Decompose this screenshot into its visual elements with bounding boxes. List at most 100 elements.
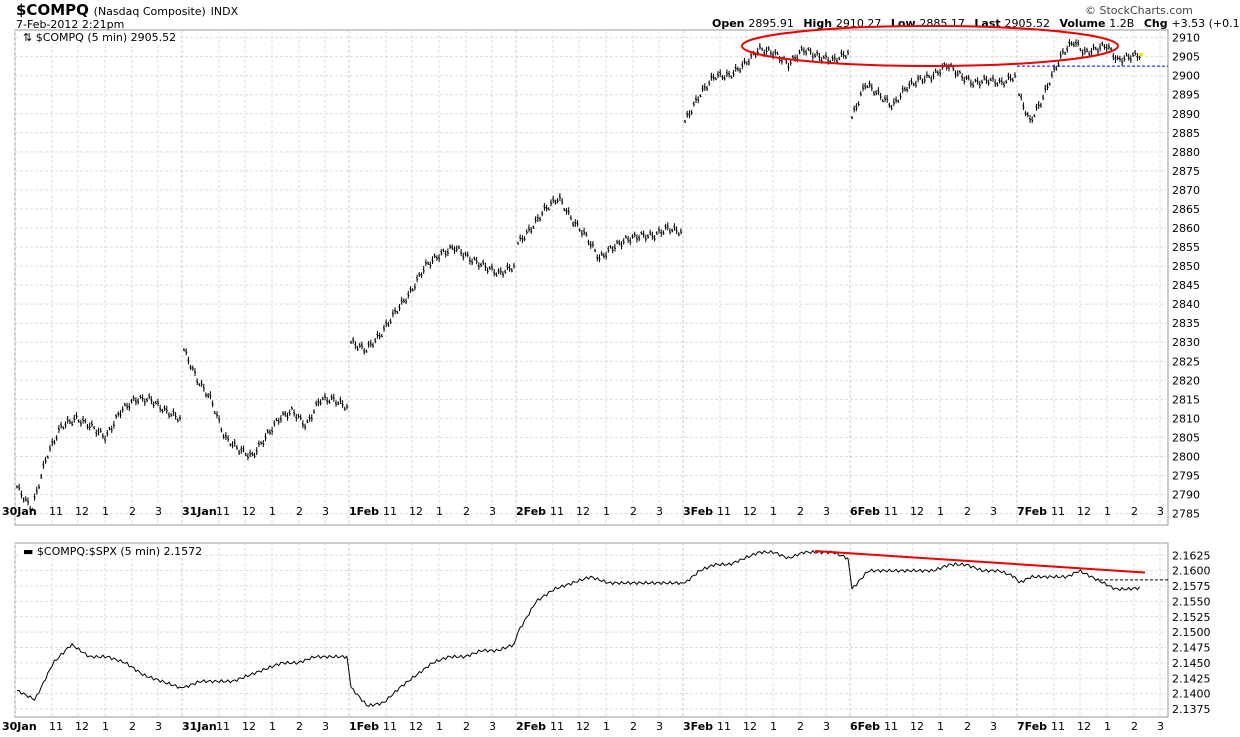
y-tick-label: 2815	[1172, 393, 1200, 406]
x-hour-label: 3	[1157, 720, 1164, 733]
price-bars-1Feb	[350, 244, 515, 355]
y-tick-label: 2845	[1172, 279, 1200, 292]
x-hour-label: 1	[770, 505, 777, 518]
last-price-marker	[1139, 52, 1143, 57]
stat-label: Volume	[1059, 17, 1110, 30]
x-hour-label: 12	[743, 720, 757, 733]
x-hour-label: 11	[383, 720, 397, 733]
x-hour-label: 3	[990, 505, 997, 518]
y-tick-label: 2905	[1172, 51, 1200, 64]
panel-frame	[14, 29, 1169, 526]
x-hour-label: 1	[603, 505, 610, 518]
x-hour-label: 2	[964, 505, 971, 518]
x-hour-label: 3	[155, 505, 162, 518]
x-hour-label: 3	[823, 505, 830, 518]
x-hour-label: 12	[409, 720, 423, 733]
price-bars-30Jan	[16, 393, 181, 513]
price-bars-2Feb	[517, 193, 682, 263]
x-hour-label: 12	[75, 505, 89, 518]
x-hour-label: 1	[436, 505, 443, 518]
chart-datetime: 7-Feb-2012 2:21pm	[16, 18, 125, 31]
x-hour-label: 1	[937, 720, 944, 733]
ratio-line-31Jan	[183, 654, 348, 689]
price-bars-31Jan	[183, 348, 348, 461]
x-hour-label: 2	[964, 720, 971, 733]
ratio-line-2Feb	[517, 575, 682, 633]
y-tick-label: 2800	[1172, 450, 1200, 463]
panel2-legend: ▬ $COMPQ:$SPX (5 min) 2.1572	[20, 545, 206, 558]
x-hour-label: 11	[49, 720, 63, 733]
copyright: © StockCharts.com	[1085, 4, 1193, 17]
x-day-label: 2Feb	[516, 720, 546, 733]
x-hour-label: 12	[409, 505, 423, 518]
x-hour-label: 12	[576, 505, 590, 518]
x-hour-label: 11	[550, 720, 564, 733]
x-hour-label: 1	[102, 720, 109, 733]
x-hour-label: 1	[770, 720, 777, 733]
ratio-line-gap	[513, 631, 519, 645]
y-tick-label: 2.1400	[1172, 688, 1211, 701]
ratio-line-3Feb	[684, 549, 849, 584]
x-hour-label: 3	[656, 505, 663, 518]
x-day-label: 3Feb	[683, 505, 713, 518]
x-hour-label: 11	[216, 720, 230, 733]
annotation-ellipse	[741, 25, 1119, 67]
y-tick-label: 2.1525	[1172, 611, 1211, 624]
y-tick-label: 2875	[1172, 165, 1200, 178]
x-hour-label: 1	[436, 720, 443, 733]
x-hour-label: 2	[463, 505, 470, 518]
y-tick-label: 2850	[1172, 260, 1200, 273]
y-tick-label: 2825	[1172, 355, 1200, 368]
y-tick-label: 2810	[1172, 412, 1200, 425]
x-hour-label: 3	[489, 505, 496, 518]
y-tick-label: 2.1425	[1172, 672, 1211, 685]
panel-frame	[14, 542, 1169, 718]
stat-value: 2905.52	[1004, 17, 1054, 30]
y-tick-label: 2790	[1172, 489, 1200, 502]
price-bars-7Feb	[1018, 39, 1141, 124]
y-tick-label: 2.1550	[1172, 595, 1211, 608]
x-hour-label: 11	[1051, 720, 1065, 733]
x-hour-label: 12	[576, 720, 590, 733]
x-hour-label: 12	[1077, 505, 1091, 518]
x-hour-label: 11	[884, 720, 898, 733]
x-hour-label: 2	[129, 505, 136, 518]
y-tick-label: 2860	[1172, 222, 1200, 235]
x-hour-label: 12	[242, 720, 256, 733]
x-day-label: 1Feb	[349, 505, 379, 518]
y-tick-label: 2840	[1172, 298, 1200, 311]
y-tick-label: 2870	[1172, 184, 1200, 197]
stat-value: +3.53 (+0.12%)	[1171, 17, 1240, 30]
x-day-label: 30Jan	[2, 505, 37, 518]
stat-label: High	[803, 17, 836, 30]
y-tick-label: 2880	[1172, 146, 1200, 159]
x-hour-label: 1	[1104, 505, 1111, 518]
ratio-line-7Feb	[1018, 568, 1140, 592]
x-hour-label: 2	[797, 720, 804, 733]
x-day-label: 31Jan	[182, 720, 217, 733]
stat-label: Open	[712, 17, 749, 30]
x-hour-label: 2	[296, 505, 303, 518]
y-tick-label: 2795	[1172, 470, 1200, 483]
ratio-line-6Feb	[851, 562, 1016, 590]
panel1-legend: ⇅ $COMPQ (5 min) 2905.52	[20, 31, 180, 44]
x-hour-label: 11	[550, 505, 564, 518]
y-tick-label: 2865	[1172, 203, 1200, 216]
x-hour-label: 3	[823, 720, 830, 733]
y-tick-label: 2.1575	[1172, 580, 1211, 593]
ratio-line-gap	[847, 558, 853, 590]
x-hour-label: 2	[630, 720, 637, 733]
y-tick-label: 2.1375	[1172, 703, 1211, 716]
x-hour-label: 2	[630, 505, 637, 518]
x-hour-label: 3	[990, 720, 997, 733]
y-tick-label: 2885	[1172, 127, 1200, 140]
x-hour-label: 1	[937, 505, 944, 518]
x-hour-label: 1	[269, 720, 276, 733]
x-hour-label: 3	[489, 720, 496, 733]
y-tick-label: 2855	[1172, 241, 1200, 254]
y-tick-label: 2.1625	[1172, 549, 1211, 562]
y-tick-label: 2830	[1172, 336, 1200, 349]
stat-value: 2895.91	[748, 17, 798, 30]
